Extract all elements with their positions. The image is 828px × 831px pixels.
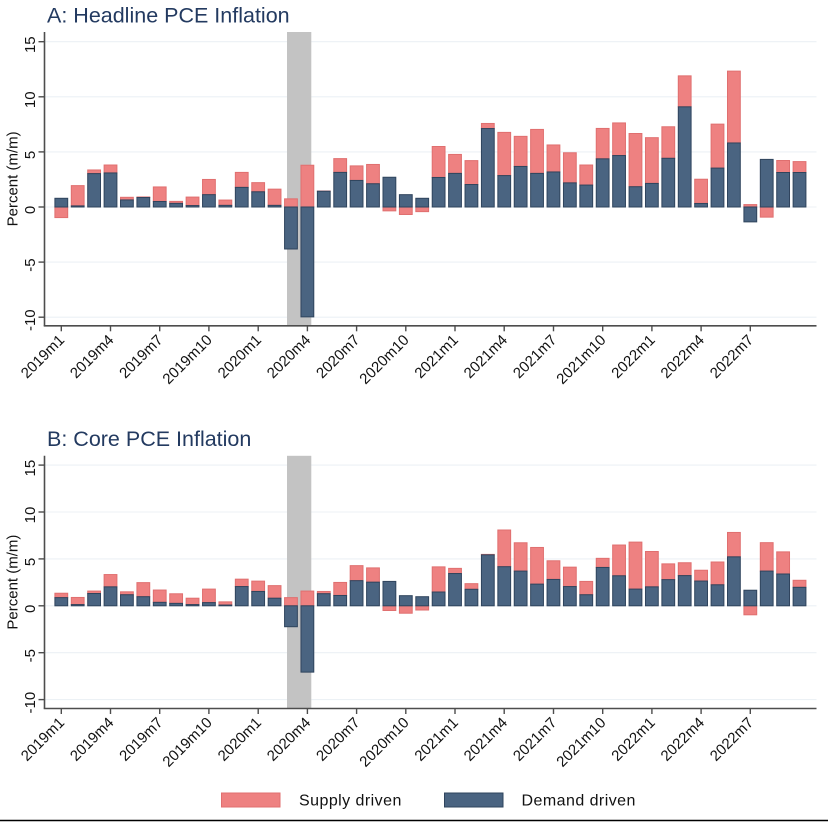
svg-text:5: 5 — [22, 151, 39, 159]
svg-text:10: 10 — [22, 91, 39, 108]
svg-text:15: 15 — [22, 36, 39, 53]
svg-text:A: Headline PCE Inflation: A: Headline PCE Inflation — [47, 4, 290, 28]
svg-text:Supply driven: Supply driven — [299, 793, 402, 810]
svg-text:-10: -10 — [22, 309, 39, 331]
svg-text:-10: -10 — [22, 692, 39, 714]
svg-text:0: 0 — [22, 206, 39, 214]
svg-text:-5: -5 — [22, 258, 39, 271]
svg-text:B: Core PCE Inflation: B: Core PCE Inflation — [47, 427, 251, 451]
svg-text:10: 10 — [22, 507, 39, 524]
svg-text:15: 15 — [22, 460, 39, 477]
svg-text:5: 5 — [22, 558, 39, 566]
svg-text:Percent (m/m): Percent (m/m) — [4, 535, 21, 630]
svg-text:Percent (m/m): Percent (m/m) — [4, 131, 21, 226]
svg-text:-5: -5 — [22, 649, 39, 662]
svg-text:0: 0 — [22, 605, 39, 613]
svg-text:Demand driven: Demand driven — [522, 793, 636, 810]
